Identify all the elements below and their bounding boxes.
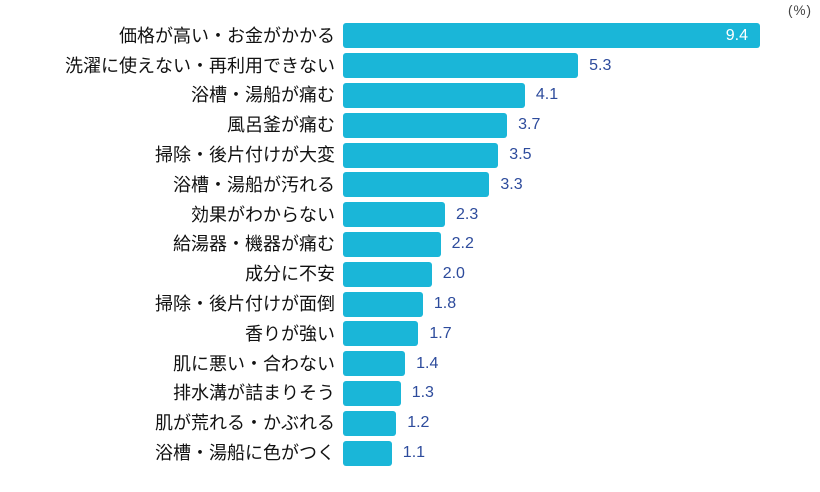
bar-track: 2.2 (343, 231, 820, 257)
value-label: 3.7 (518, 116, 541, 134)
value-label: 1.2 (407, 414, 430, 432)
bar (343, 82, 525, 108)
category-label: 掃除・後片付けが面倒 (155, 294, 335, 315)
chart-row: 風呂釜が痛む 3.7 (0, 110, 820, 140)
category-label: 浴槽・湯船が汚れる (173, 174, 335, 195)
chart-row: 掃除・後片付けが大変 3.5 (0, 140, 820, 170)
bar-track: 5.3 (343, 53, 820, 79)
chart-row: 浴槽・湯船が痛む 4.1 (0, 81, 820, 111)
chart-row: 香りが強い 1.7 (0, 319, 820, 349)
category-label: 香りが強い (245, 323, 335, 344)
chart-row: 洗濯に使えない・再利用できない 5.3 (0, 51, 820, 81)
value-label: 3.5 (509, 146, 532, 164)
bar-track: 3.5 (343, 142, 820, 168)
chart-row: 成分に不安 2.0 (0, 259, 820, 289)
chart-row: 浴槽・湯船に色がつく 1.1 (0, 438, 820, 468)
bar: 9.4 (343, 23, 760, 49)
chart-row: 排水溝が詰まりそう 1.3 (0, 379, 820, 409)
chart-row: 肌に悪い・合わない 1.4 (0, 349, 820, 379)
bar-track: 1.7 (343, 321, 820, 347)
bar-track: 1.3 (343, 380, 820, 406)
bar-track: 3.3 (343, 172, 820, 198)
category-label: 肌が荒れる・かぶれる (155, 413, 335, 434)
value-label: 1.3 (411, 384, 434, 402)
bar-track: 2.3 (343, 202, 820, 228)
chart-row: 肌が荒れる・かぶれる 1.2 (0, 408, 820, 438)
bar (343, 351, 406, 377)
value-label: 1.7 (429, 324, 452, 342)
value-label: 9.4 (725, 26, 748, 44)
bar (343, 261, 432, 287)
bar-chart: 価格が高い・お金がかかる 9.4 洗濯に使えない・再利用できない 5.3 浴槽・湯船が痛… (0, 21, 820, 468)
category-label: 成分に不安 (245, 264, 335, 285)
bar-track: 4.1 (343, 82, 820, 108)
category-label: 排水溝が詰まりそう (173, 383, 335, 404)
chart-row: 掃除・後片付けが面倒 1.8 (0, 289, 820, 319)
category-label: 給湯器・機器が痛む (173, 234, 335, 255)
value-label: 2.3 (456, 205, 479, 223)
value-label: 1.8 (433, 295, 457, 313)
value-label: 2.2 (451, 235, 474, 253)
value-label: 3.3 (500, 175, 523, 193)
category-label: 洗濯に使えない・再利用できない (65, 55, 335, 76)
bar (343, 142, 499, 168)
bar (343, 53, 579, 79)
chart-row: 浴槽・湯船が汚れる 3.3 (0, 170, 820, 200)
bar (343, 202, 445, 228)
bar (343, 321, 419, 347)
category-label: 価格が高い・お金がかかる (119, 25, 335, 46)
category-label: 浴槽・湯船が痛む (191, 85, 335, 106)
bar (343, 112, 508, 138)
bar-track: 1.8 (343, 291, 820, 317)
value-label: 2.0 (442, 265, 465, 283)
bar-track: 1.4 (343, 351, 820, 377)
chart-row: 効果がわからない 2.3 (0, 200, 820, 230)
bar-track: 1.2 (343, 410, 820, 436)
category-label: 掃除・後片付けが大変 (155, 145, 335, 166)
value-label: 5.3 (589, 56, 612, 74)
category-label: 浴槽・湯船に色がつく (155, 443, 335, 464)
value-label: 1.1 (402, 444, 426, 462)
bar (343, 291, 423, 317)
bar (343, 410, 397, 436)
bar (343, 380, 401, 406)
bar-track: 9.4 (343, 23, 820, 49)
percent-unit-label: (%) (788, 3, 812, 18)
bar-track: 1.1 (343, 440, 820, 466)
bar (343, 440, 392, 466)
category-label: 肌に悪い・合わない (173, 353, 335, 374)
bar (343, 172, 490, 198)
category-label: 風呂釜が痛む (227, 115, 335, 136)
bar (343, 231, 441, 257)
bar-track: 3.7 (343, 112, 820, 138)
category-label: 効果がわからない (191, 204, 335, 225)
chart-row: 給湯器・機器が痛む 2.2 (0, 230, 820, 260)
value-label: 4.1 (535, 86, 559, 104)
chart-row: 価格が高い・お金がかかる 9.4 (0, 21, 820, 51)
value-label: 1.4 (416, 354, 439, 372)
bar-track: 2.0 (343, 261, 820, 287)
